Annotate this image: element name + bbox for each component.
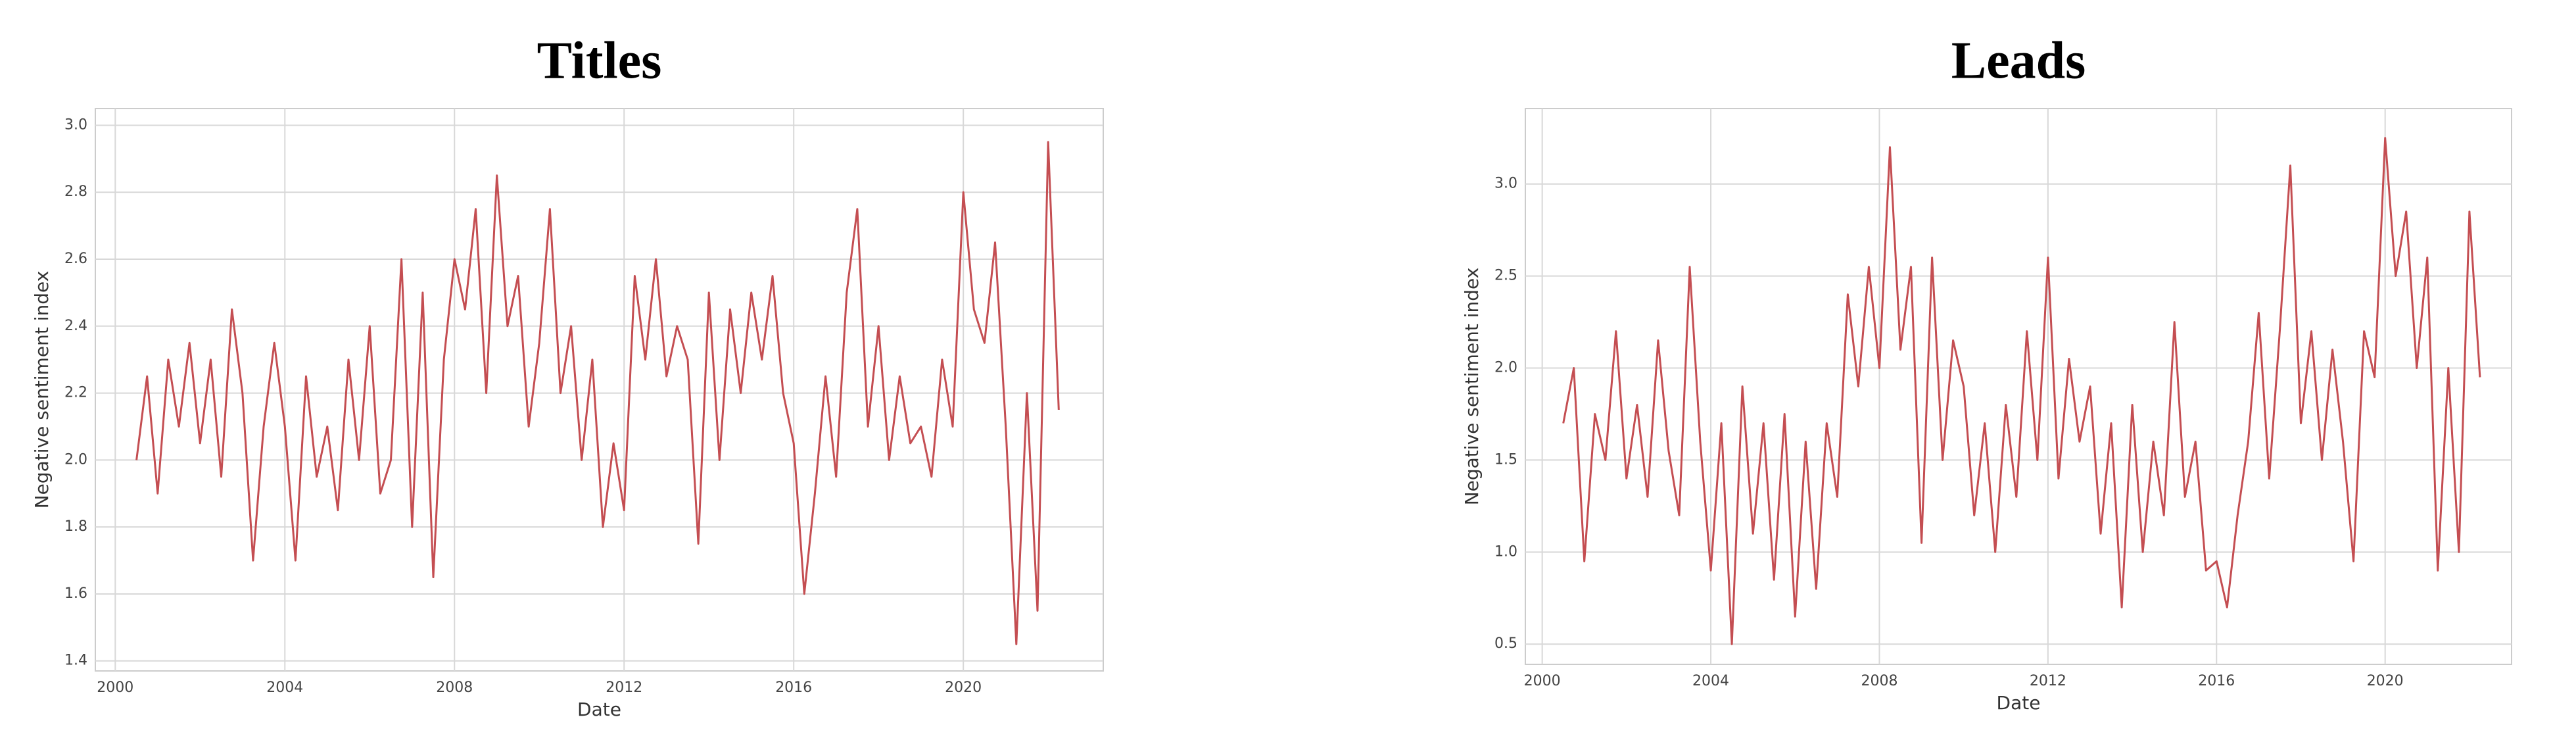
- data-line: [1562, 137, 2481, 645]
- x-tick-label: 2012: [2030, 673, 2066, 689]
- x-tick-label: 2016: [775, 679, 812, 696]
- x-tick-label: 2016: [2198, 673, 2235, 689]
- y-tick-label: 1.8: [64, 518, 87, 535]
- x-tick-label: 2008: [436, 679, 473, 696]
- y-tick-label: 1.6: [64, 585, 87, 602]
- y-tick-label: 2.4: [64, 318, 87, 334]
- x-tick-label: 2012: [606, 679, 642, 696]
- x-axis-label: Date: [577, 699, 621, 720]
- y-tick-label: 0.5: [1494, 635, 1517, 652]
- x-tick-label: 2000: [97, 679, 133, 696]
- data-line: [135, 141, 1060, 645]
- x-tick-label: 2000: [1524, 673, 1561, 689]
- x-tick-label: 2020: [945, 679, 982, 696]
- x-axis-label: Date: [1997, 692, 2041, 714]
- y-tick-label: 1.4: [64, 653, 87, 669]
- y-axis-label: Negative sentiment index: [31, 271, 53, 509]
- x-tick-label: 2020: [2367, 673, 2404, 689]
- plot-area: [95, 108, 1104, 672]
- chart-title: Leads: [1951, 32, 2086, 89]
- plot-area: [1525, 108, 2512, 665]
- y-tick-label: 3.0: [64, 116, 87, 133]
- y-tick-label: 2.2: [64, 385, 87, 401]
- y-tick-label: 2.8: [64, 184, 87, 200]
- y-tick-label: 2.6: [64, 251, 87, 267]
- y-axis-label: Negative sentiment index: [1461, 268, 1483, 506]
- y-tick-label: 2.0: [64, 451, 87, 468]
- chart-title: Titles: [537, 32, 662, 89]
- x-tick-label: 2008: [1861, 673, 1897, 689]
- y-tick-label: 1.5: [1494, 451, 1517, 468]
- y-tick-label: 2.5: [1494, 268, 1517, 284]
- y-tick-label: 2.0: [1494, 360, 1517, 376]
- x-tick-label: 2004: [266, 679, 303, 696]
- y-tick-label: 3.0: [1494, 176, 1517, 192]
- x-tick-label: 2004: [1692, 673, 1729, 689]
- y-tick-label: 1.0: [1494, 543, 1517, 560]
